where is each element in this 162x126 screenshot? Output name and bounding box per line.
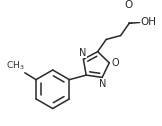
Text: N: N xyxy=(99,79,106,89)
Text: N: N xyxy=(79,48,87,58)
Text: OH: OH xyxy=(140,17,156,27)
Text: CH$_3$: CH$_3$ xyxy=(6,60,24,72)
Text: O: O xyxy=(124,0,133,10)
Text: O: O xyxy=(111,58,119,68)
